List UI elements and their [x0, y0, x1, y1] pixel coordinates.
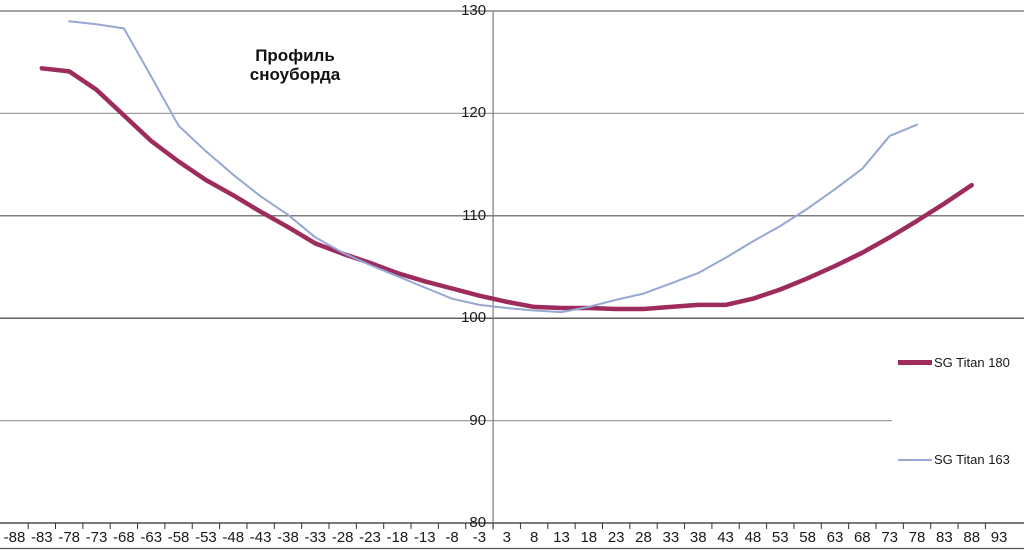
x-tick-label--68: -68 [113, 529, 135, 546]
chart-title-line-2: сноуборда [249, 65, 341, 84]
axes [0, 11, 1024, 550]
y-tick-label-120: 120 [461, 104, 487, 122]
legend: SG Titan 180 SG Titan 163 [892, 344, 1024, 474]
x-tick-label-38: 38 [689, 529, 707, 546]
x-tick-label--3: -3 [472, 529, 487, 546]
y-tick-label-90: 90 [469, 411, 487, 429]
series-line-sg-titan-163 [68, 20, 918, 314]
y-tick-label-100: 100 [461, 309, 487, 327]
x-tick-label--28: -28 [331, 529, 354, 546]
x-tick-label-63: 63 [826, 529, 844, 546]
x-tick-label-23: 23 [607, 529, 625, 546]
x-tick-label--73: -73 [85, 529, 108, 546]
x-tick-label--83: -83 [30, 529, 53, 546]
x-tick-label-88: 88 [963, 529, 981, 546]
x-tick-label-13: 13 [553, 529, 570, 546]
x-tick-label-53: 53 [771, 529, 789, 546]
x-tick-label--23: -23 [359, 529, 381, 546]
x-tick-label--48: -48 [222, 529, 245, 546]
x-tick-label--88: -88 [3, 529, 26, 546]
data-series-lines [39, 20, 974, 314]
x-tick-label-58: 58 [799, 529, 816, 546]
series-line-sg-titan-180 [39, 66, 974, 312]
category-tick-marks [27, 523, 986, 529]
x-tick-label--38: -38 [277, 529, 299, 546]
x-tick-label-43: 43 [717, 529, 734, 546]
x-tick-label--58: -58 [167, 529, 190, 546]
legend-label: SG Titan 180 [934, 355, 1010, 370]
x-tick-label-8: 8 [529, 529, 539, 546]
x-tick-label-83: 83 [936, 529, 953, 546]
x-tick-label-93: 93 [990, 529, 1008, 546]
x-tick-label--43: -43 [249, 529, 272, 546]
legend-entry-sg-titan-180: SG Titan 180 [898, 355, 1010, 370]
x-tick-label--63: -63 [140, 529, 163, 546]
y-tick-label-130: 130 [461, 2, 487, 19]
x-tick-label--13: -13 [413, 529, 436, 546]
legend-entry-sg-titan-163: SG Titan 163 [898, 452, 1010, 467]
gridlines [0, 10, 1024, 524]
series-2-line-swatch [898, 458, 932, 461]
x-tick-label-78: 78 [908, 529, 926, 546]
x-tick-label-3: 3 [502, 529, 511, 546]
chart-title-line-1: Профиль [255, 46, 335, 65]
x-tick-label-73: 73 [881, 529, 899, 546]
legend-label: SG Titan 163 [934, 452, 1010, 467]
y-tick-label-80: 80 [469, 514, 487, 531]
x-tick-label--78: -78 [58, 529, 81, 546]
x-tick-label-33: 33 [662, 529, 680, 546]
x-tick-label--8: -8 [445, 529, 459, 546]
x-tick-label--18: -18 [386, 529, 409, 546]
series-1-line-swatch [898, 360, 932, 365]
x-tick-label--53: -53 [195, 529, 217, 546]
x-tick-label-28: 28 [635, 529, 652, 546]
x-tick-label-68: 68 [853, 529, 871, 546]
y-tick-label-110: 110 [462, 206, 487, 224]
x-tick-label-48: 48 [744, 529, 762, 546]
chart-title: Профиль сноуборда [211, 46, 379, 84]
x-tick-label-18: 18 [580, 529, 598, 546]
x-tick-label--33: -33 [304, 529, 327, 546]
